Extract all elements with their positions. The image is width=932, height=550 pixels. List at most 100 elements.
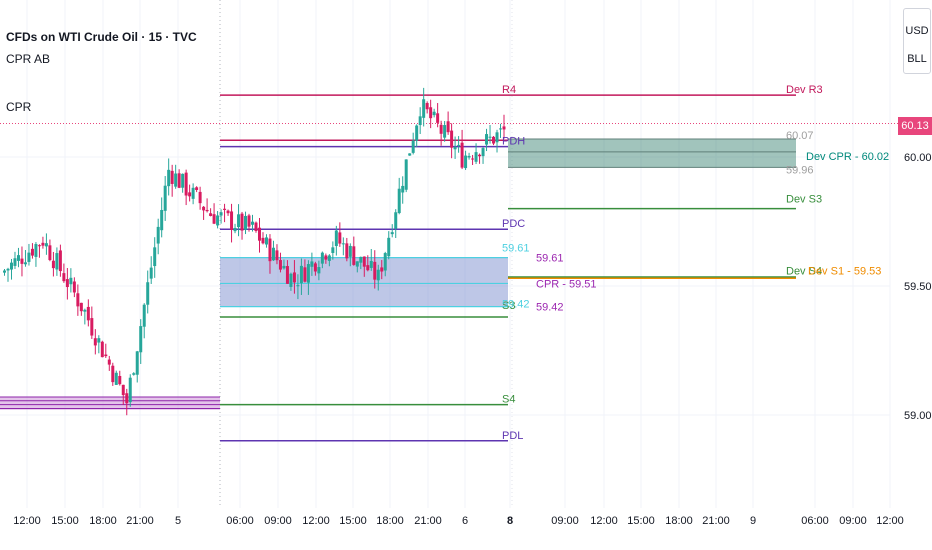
candle-body [467,155,471,158]
level-label: PDH [502,136,525,148]
level-label: PDL [502,430,523,442]
candle-body [366,265,370,271]
candle-body [160,209,164,231]
candle-body [111,365,115,383]
candle [139,319,143,364]
candle [219,209,223,224]
candle-body [331,247,335,253]
x-tick-label: 12:00 [13,515,41,527]
candle-body [93,338,97,346]
candle-body [62,273,66,282]
candle [223,203,227,223]
candle-body [390,232,394,235]
candle-body [205,209,209,212]
candle [418,107,422,134]
candle [467,152,471,160]
candle-body [69,277,73,285]
candle-body [23,262,27,265]
candle [362,256,366,277]
candle [366,255,370,272]
last-price-badge: 60.13 [898,117,932,135]
x-tick-label: 18:00 [376,515,404,527]
candle [230,203,234,243]
candle [327,254,331,267]
candle-body [76,293,80,307]
candle [83,308,87,325]
candle-body [422,99,426,118]
candle [121,384,125,405]
level-label: 59.61 [536,253,564,265]
candle [387,231,391,260]
x-tick-label: 15:00 [627,515,655,527]
candle-body [488,136,492,138]
candle-body [499,128,503,130]
candle-body [261,237,265,244]
candle-body [72,281,76,293]
x-tick-label: 09:00 [551,515,579,527]
candle [341,237,345,256]
x-tick-label: 8 [507,515,513,527]
candle [198,186,202,210]
candle-body [142,304,146,327]
candle-body [327,255,331,261]
candle-body [195,187,199,190]
level-label: R4 [502,84,516,96]
candle-body [79,302,83,312]
candle-body [338,232,342,244]
candle-body [100,341,104,358]
candle [359,256,363,270]
candle [499,123,503,138]
x-tick-label: 12:00 [876,515,904,527]
candle [244,211,248,235]
candle [111,362,115,386]
candle [251,214,255,232]
candle [348,243,352,267]
candle [324,253,328,264]
indicator-cpr-ab[interactable]: CPR AB [6,52,51,66]
candle-body [369,260,373,268]
candle-body [397,188,401,214]
candle [202,206,206,220]
candle [425,101,429,114]
currency-unit-box[interactable]: USD BLL [903,8,931,74]
candle [195,186,199,193]
candle-body [167,169,171,187]
candle-body [380,267,384,272]
candle-body [230,211,234,230]
candle-body [481,148,485,157]
candle [313,261,317,276]
candle [9,258,13,280]
level-label: 59.42 [536,302,564,314]
candle [278,252,282,273]
currency-label[interactable]: USD [905,25,929,37]
candle [478,153,482,164]
candle-body [401,185,405,193]
unit-label[interactable]: BLL [907,53,927,65]
candle-body [254,222,258,231]
candle [397,177,401,215]
candle [107,355,111,371]
candle [471,154,475,166]
candle-body [107,359,111,365]
candle [58,244,62,277]
candle [30,243,34,259]
candle [132,372,136,376]
candle-body [34,244,38,257]
candle-body [341,243,345,245]
candle-body [345,243,349,259]
candle-body [275,250,279,261]
candle [338,222,342,247]
candle-body [387,237,391,257]
indicator-cpr[interactable]: CPR [6,100,32,114]
x-tick-label: 12:00 [302,515,330,527]
candle [257,217,261,253]
x-tick-label: 5 [175,515,181,527]
candle-body [13,258,17,266]
candle-body [198,191,202,204]
candle-body [216,215,220,226]
y-tick-label: 60.00 [904,152,932,164]
candle-body [6,268,10,271]
y-tick-label: 59.00 [904,410,932,422]
candle [167,158,171,196]
